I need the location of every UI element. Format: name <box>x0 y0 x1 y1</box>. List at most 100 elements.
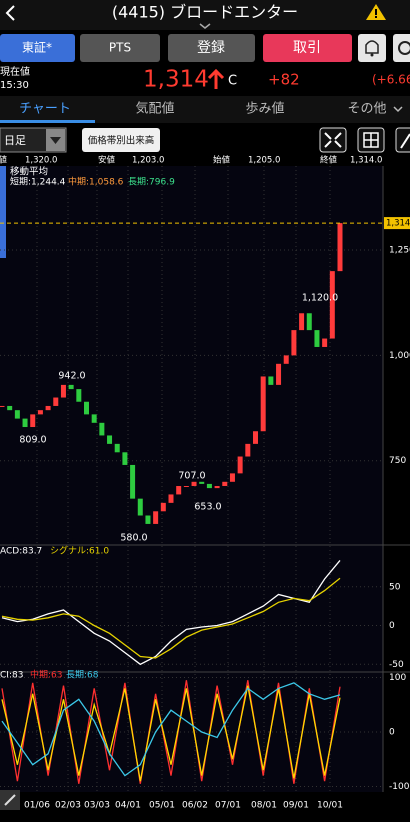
ohlc-value: 1,314.0 <box>350 156 382 166</box>
volume-profile-button[interactable] <box>82 128 160 152</box>
period-label: 日足 <box>4 134 26 147</box>
candle <box>153 511 159 524</box>
price-time: 15:30 <box>0 80 29 91</box>
tab[interactable]: 気配値 <box>135 101 174 117</box>
legend-item: ACD:83.7 <box>0 547 42 557</box>
price-annotation: 1,120.0 <box>302 293 338 304</box>
x-tick-label: 01/06 <box>24 801 50 811</box>
candle <box>299 313 305 331</box>
price-annotation: 707.0 <box>178 471 205 482</box>
register-button[interactable] <box>168 34 255 62</box>
bell-button[interactable] <box>358 34 386 62</box>
candle <box>0 405 5 407</box>
x-tick-label: 10/01 <box>317 801 343 811</box>
ohlc-label: 終値 <box>320 155 338 166</box>
last-price-label: 1,314 <box>386 219 410 229</box>
draw-button[interactable] <box>395 127 410 153</box>
y-tick-label: -100 <box>389 782 410 792</box>
x-tick-label: 07/01 <box>215 801 241 811</box>
candle <box>229 473 235 482</box>
tab-dropdown <box>393 106 403 113</box>
candle <box>268 376 274 385</box>
candle <box>45 405 51 411</box>
candle <box>176 486 182 495</box>
y-tick-label: 1,250 <box>389 246 410 256</box>
candle <box>114 443 120 453</box>
indicator-line <box>1 682 341 777</box>
tab-active[interactable]: チャート <box>19 102 71 117</box>
candle <box>37 410 43 415</box>
candle <box>214 486 220 489</box>
period-dropdown[interactable] <box>0 127 67 153</box>
candle <box>60 384 66 398</box>
pts-button[interactable] <box>80 34 160 62</box>
grid-button[interactable] <box>357 127 385 153</box>
ohlc-label: 高値 <box>0 155 8 166</box>
candle <box>7 405 13 411</box>
candle <box>283 355 289 364</box>
candle <box>99 422 105 436</box>
candle <box>183 486 189 488</box>
y-tick-label: 0 <box>389 621 395 631</box>
title-dropdown[interactable] <box>199 23 211 29</box>
x-tick-label: 03/03 <box>84 801 110 811</box>
legend-title: 移動平均 <box>10 166 48 178</box>
scroll-icon[interactable] <box>0 790 20 810</box>
price-annotation: 580.0 <box>120 533 147 544</box>
candle <box>291 330 297 356</box>
legend-item: 長期:68 <box>66 670 99 681</box>
candle <box>30 414 36 428</box>
x-tick-label: 05/01 <box>149 801 175 811</box>
expand-button[interactable] <box>319 127 347 153</box>
y-tick-label: 50 <box>389 582 401 592</box>
candle <box>137 498 143 516</box>
x-tick-label: 08/01 <box>251 801 277 811</box>
candle <box>14 410 20 419</box>
warning-icon[interactable] <box>366 4 386 20</box>
y-tick-label: 1,000 <box>389 351 410 361</box>
legend-item: CI:83 <box>0 671 23 681</box>
legend-item: 中期:63 <box>30 669 63 681</box>
price-annotation: 653.0 <box>194 502 221 513</box>
back-button[interactable] <box>5 5 15 21</box>
market-button[interactable] <box>0 34 75 62</box>
candle <box>237 456 243 474</box>
x-tick-label: 09/01 <box>283 801 309 811</box>
button-label: 取引 <box>293 40 321 56</box>
candle <box>76 389 82 402</box>
button-label: 東証* <box>22 41 52 55</box>
candle <box>122 452 128 465</box>
y-tick-label: 0 <box>389 728 395 738</box>
candle <box>145 515 151 524</box>
ohlc-value: 1,205.0 <box>248 156 280 166</box>
current-price: 1,314 <box>143 67 209 93</box>
button-label: 価格帯別出来高 <box>88 135 155 147</box>
tab[interactable]: その他 <box>347 102 386 117</box>
legend-item: 中期:1,058.6 <box>68 176 124 188</box>
price-change: +82 <box>268 71 300 89</box>
y-tick-label: 100 <box>389 673 406 683</box>
ohlc-label: 安値 <box>98 155 116 166</box>
candle <box>306 313 312 331</box>
button-label: 登録 <box>197 40 225 56</box>
legend-item: 長期:796.9 <box>128 177 175 188</box>
y-tick-label: 750 <box>389 456 406 466</box>
candle <box>191 481 197 487</box>
candle <box>168 494 174 503</box>
price-label: 現在値 <box>0 65 30 78</box>
price-suffix: C <box>228 74 237 89</box>
candle <box>53 397 59 406</box>
side-toggle[interactable] <box>0 166 6 258</box>
candle <box>253 431 258 444</box>
trade-button[interactable] <box>263 34 352 62</box>
x-tick-label: 04/01 <box>115 801 141 811</box>
tab[interactable]: 歩み値 <box>245 101 284 117</box>
settings-button[interactable] <box>393 34 410 62</box>
price-annotation: 942.0 <box>58 371 85 382</box>
last-price-tag <box>384 217 410 230</box>
button-label: PTS <box>109 41 131 55</box>
ohlc-value: 1,203.0 <box>132 156 164 166</box>
x-tick-label: 06/02 <box>182 801 208 811</box>
indicator-line <box>1 559 341 666</box>
